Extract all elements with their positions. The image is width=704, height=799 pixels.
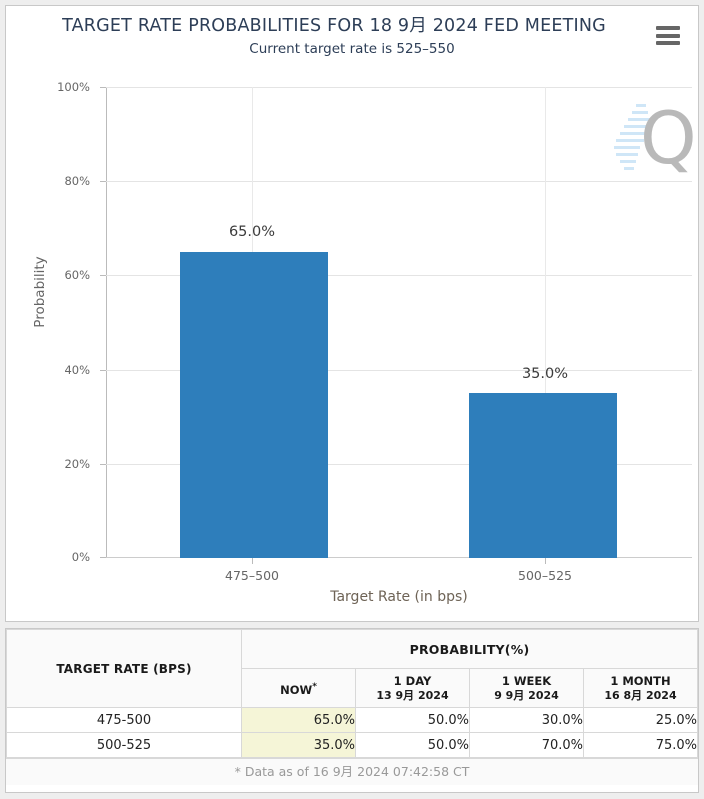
x-tick-label-1: 475–500 (225, 568, 279, 583)
y-tick-label-80: 80% (64, 174, 90, 188)
y-tick-mark-20 (100, 464, 106, 465)
header-col-1month-date: 16 8月 2024 (604, 688, 677, 702)
hamburger-bar-1 (656, 26, 680, 30)
chart-plot: Probability (6, 6, 698, 621)
y-tick-mark-80 (100, 181, 106, 182)
header-col-1month-label: 1 MONTH (610, 673, 671, 688)
hamburger-menu-icon[interactable] (656, 26, 680, 45)
y-axis-title: Probability (32, 256, 48, 328)
cell-1week-1: 30.0% (469, 707, 584, 733)
y-tick-label-60: 60% (64, 268, 90, 282)
y-tick-mark-40 (100, 370, 106, 371)
header-col-1week[interactable]: 1 WEEK 9 9月 2024 (469, 668, 584, 708)
x-tick-label-2: 500–525 (518, 568, 572, 583)
x-axis-title: Target Rate (in bps) (330, 589, 468, 605)
hamburger-bar-3 (656, 41, 680, 45)
bar-value-label-2: 35.0% (521, 366, 569, 382)
y-tick-label-40: 40% (64, 363, 90, 377)
header-col-1day-label: 1 DAY (393, 673, 432, 688)
cell-now-2: 35.0% (241, 732, 356, 758)
bar-475-500[interactable] (180, 252, 328, 558)
bar-500-525[interactable] (469, 393, 617, 558)
cell-now-1: 65.0% (241, 707, 356, 733)
table-header-row-1: TARGET RATE (BPS) PROBABILITY(%) (6, 629, 698, 708)
header-target-rate: TARGET RATE (BPS) (6, 629, 242, 708)
y-tick-label-100: 100% (57, 80, 90, 94)
vgridline-cat-2 (545, 87, 546, 558)
table-row: 475-500 65.0% 50.0% 30.0% 25.0% (6, 707, 698, 733)
header-col-1day[interactable]: 1 DAY 13 9月 2024 (355, 668, 470, 708)
cell-rate-2: 500-525 (6, 732, 242, 758)
y-tick-label-20: 20% (64, 457, 90, 471)
hamburger-bar-2 (656, 33, 680, 38)
x-tick-mark-1 (252, 558, 253, 564)
probability-table-card: TARGET RATE (BPS) PROBABILITY(%) NOW* 1 … (5, 628, 699, 793)
table-head: TARGET RATE (BPS) PROBABILITY(%) NOW* 1 … (6, 629, 698, 708)
x-tick-mark-2 (545, 558, 546, 564)
bar-value-label-1: 65.0% (228, 224, 276, 240)
table-row: 500-525 35.0% 50.0% 70.0% 75.0% (6, 732, 698, 758)
table-footer-note: * Data as of 16 9月 2024 07:42:58 CT (6, 758, 698, 785)
header-col-now-star: * (312, 681, 317, 692)
table-header-row-2: NOW* 1 DAY 13 9月 2024 1 WEEK 9 9月 2024 1… (7, 668, 698, 708)
chart-subtitle: Current target rate is 525–550 (249, 41, 455, 57)
y-axis-line (106, 87, 107, 558)
page-title: TARGET RATE PROBABILITIES FOR 18 9月 2024… (62, 16, 606, 36)
gridline-60 (106, 275, 692, 276)
cell-1day-2: 50.0% (355, 732, 470, 758)
gridline-100 (106, 87, 692, 88)
header-col-now-label: NOW (280, 682, 313, 697)
header-col-1week-date: 9 9月 2024 (494, 688, 559, 702)
cell-rate-1: 475-500 (6, 707, 242, 733)
y-tick-mark-60 (100, 275, 106, 276)
y-tick-mark-0 (100, 557, 106, 558)
cell-1month-1: 25.0% (583, 707, 698, 733)
probability-table: TARGET RATE (BPS) PROBABILITY(%) NOW* 1 … (6, 629, 698, 758)
gridline-40 (106, 370, 692, 371)
header-col-1month[interactable]: 1 MONTH 16 8月 2024 (583, 668, 698, 708)
y-tick-label-0: 0% (71, 550, 90, 564)
chart-header: TARGET RATE PROBABILITIES FOR 18 9月 2024… (6, 6, 698, 59)
plot-area (106, 87, 692, 558)
header-col-1week-label: 1 WEEK (501, 673, 552, 688)
header-col-now[interactable]: NOW* (241, 668, 356, 708)
table-body: 475-500 65.0% 50.0% 30.0% 25.0% 500-525 … (6, 707, 698, 758)
y-tick-mark-100 (100, 87, 106, 88)
gridline-20 (106, 464, 692, 465)
cell-1day-1: 50.0% (355, 707, 470, 733)
cell-1month-2: 75.0% (583, 732, 698, 758)
chart-card: TARGET RATE PROBABILITIES FOR 18 9月 2024… (5, 5, 699, 622)
gridline-80 (106, 181, 692, 182)
cell-1week-2: 70.0% (469, 732, 584, 758)
header-probability-group: PROBABILITY(%) (241, 629, 698, 669)
header-col-1day-date: 13 9月 2024 (376, 688, 449, 702)
gridline-0 (106, 557, 692, 558)
